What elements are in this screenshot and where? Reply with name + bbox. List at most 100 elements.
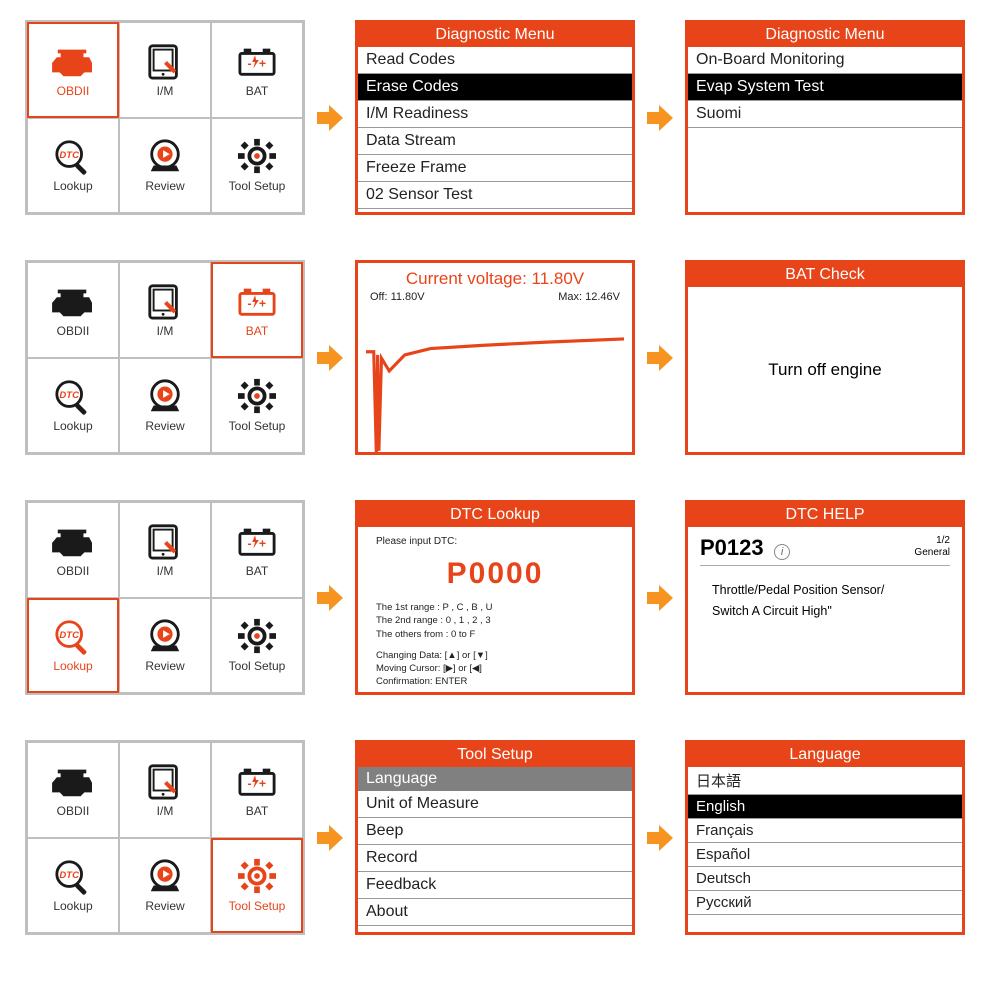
menu-cell-toolsetup[interactable]: Tool Setup — [211, 358, 303, 454]
menu-cell-obdii[interactable]: OBDII — [27, 22, 119, 118]
menu-cell-label: Lookup — [53, 419, 92, 433]
dtc-hint-2: Moving Cursor: [▶] or [◀] — [376, 662, 614, 675]
menu-cell-label: Review — [145, 179, 184, 193]
menu-cell-label: Lookup — [53, 179, 92, 193]
arrow-icon — [317, 825, 343, 851]
dtc-hint-3: Confirmation: ENTER — [376, 675, 614, 688]
menu-cell-lookup[interactable]: Lookup — [27, 838, 119, 934]
language-item[interactable]: English — [688, 795, 962, 819]
screen-title: Language — [688, 743, 962, 767]
menu-item[interactable]: Unit of Measure — [358, 791, 632, 818]
screen-title: DTC HELP — [688, 503, 962, 527]
arrow-icon — [647, 825, 673, 851]
menu-cell-bat[interactable]: BAT — [211, 262, 303, 358]
voltage-chart: Min: 7.26V — [366, 307, 624, 455]
menu-cell-bat[interactable]: BAT — [211, 22, 303, 118]
language-item[interactable]: Deutsch — [688, 867, 962, 891]
menu-cell-obdii[interactable]: OBDII — [27, 742, 119, 838]
menu-cell-review[interactable]: Review — [119, 118, 211, 214]
dtc-help-desc-1: Throttle/Pedal Position Sensor/ — [712, 580, 950, 601]
tool-setup-selected[interactable]: Language — [358, 767, 632, 791]
menu-cell-label: OBDII — [57, 564, 90, 578]
dtc-range-3: The others from : 0 to F — [376, 628, 614, 641]
menu-cell-im[interactable]: I/M — [119, 502, 211, 598]
dtc-hint-1: Changing Data: [▲] or [▼] — [376, 649, 614, 662]
menu-item[interactable]: Suomi — [688, 101, 962, 128]
flow-row-3: OBDII I/M BAT Lookup Review Tool Setup DTC Lo… — [25, 500, 975, 695]
dtc-help-desc-2: Switch A Circuit High" — [712, 601, 950, 622]
main-menu-grid: OBDII I/M BAT Lookup Review Tool Setup — [25, 740, 305, 935]
language-item[interactable]: Русский — [688, 891, 962, 915]
menu-cell-obdii[interactable]: OBDII — [27, 502, 119, 598]
menu-item[interactable]: Evap System Test — [688, 74, 962, 101]
info-icon[interactable]: i — [774, 544, 790, 560]
menu-cell-label: Tool Setup — [229, 179, 286, 193]
menu-cell-review[interactable]: Review — [119, 838, 211, 934]
main-menu-grid: OBDII I/M BAT Lookup Review Tool Setup — [25, 500, 305, 695]
menu-cell-label: OBDII — [57, 804, 90, 818]
menu-cell-lookup[interactable]: Lookup — [27, 118, 119, 214]
menu-item[interactable]: Read Codes — [358, 47, 632, 74]
dtc-code-input[interactable]: P0000 — [376, 553, 614, 595]
menu-cell-bat[interactable]: BAT — [211, 742, 303, 838]
menu-item[interactable]: Feedback — [358, 872, 632, 899]
menu-item[interactable]: On-Board Monitoring — [688, 47, 962, 74]
dtc-range-1: The 1st range : P , C , B , U — [376, 601, 614, 614]
menu-cell-toolsetup[interactable]: Tool Setup — [211, 118, 303, 214]
voltage-min-label: Min: 7.26V — [384, 451, 437, 455]
menu-item[interactable]: About — [358, 899, 632, 926]
screen-title: Diagnostic Menu — [688, 23, 962, 47]
menu-cell-review[interactable]: Review — [119, 358, 211, 454]
menu-cell-toolsetup[interactable]: Tool Setup — [211, 838, 303, 934]
tool-setup-screen: Tool Setup Language Unit of MeasureBeepR… — [355, 740, 635, 935]
menu-cell-toolsetup[interactable]: Tool Setup — [211, 598, 303, 694]
menu-cell-label: Review — [145, 899, 184, 913]
main-menu-grid: OBDII I/M BAT Lookup Review Tool Setup — [25, 260, 305, 455]
menu-cell-label: I/M — [157, 84, 174, 98]
arrow-icon — [647, 345, 673, 371]
menu-item[interactable]: I/M Readiness — [358, 101, 632, 128]
menu-cell-label: I/M — [157, 804, 174, 818]
language-item[interactable]: 日本語 — [688, 767, 962, 795]
menu-cell-label: Tool Setup — [229, 899, 286, 913]
menu-item[interactable]: Freeze Frame — [358, 155, 632, 182]
menu-cell-im[interactable]: I/M — [119, 262, 211, 358]
menu-cell-im[interactable]: I/M — [119, 742, 211, 838]
arrow-icon — [317, 585, 343, 611]
dtc-help-screen: DTC HELP P0123 i 1/2 General Throttle/Pe… — [685, 500, 965, 695]
menu-cell-im[interactable]: I/M — [119, 22, 211, 118]
diagnostic-menu-screen-1: Diagnostic Menu Read CodesErase CodesI/M… — [355, 20, 635, 215]
menu-item[interactable]: Data Stream — [358, 128, 632, 155]
dtc-help-category: General — [914, 547, 950, 559]
menu-cell-lookup[interactable]: Lookup — [27, 598, 119, 694]
dtc-range-2: The 2nd range : 0 , 1 , 2 , 3 — [376, 614, 614, 627]
menu-cell-obdii[interactable]: OBDII — [27, 262, 119, 358]
menu-cell-review[interactable]: Review — [119, 598, 211, 694]
language-item[interactable]: Español — [688, 843, 962, 867]
menu-cell-label: I/M — [157, 564, 174, 578]
dtc-help-code: P0123 — [700, 535, 764, 560]
menu-item[interactable]: Record — [358, 845, 632, 872]
menu-item[interactable]: Erase Codes — [358, 74, 632, 101]
screen-title: BAT Check — [688, 263, 962, 287]
menu-cell-label: Review — [145, 659, 184, 673]
arrow-icon — [317, 105, 343, 131]
screen-title: Diagnostic Menu — [358, 23, 632, 47]
menu-list: Read CodesErase CodesI/M ReadinessData S… — [358, 47, 632, 212]
menu-cell-label: Tool Setup — [229, 419, 286, 433]
menu-cell-bat[interactable]: BAT — [211, 502, 303, 598]
language-item[interactable]: Français — [688, 819, 962, 843]
flow-row-1: OBDII I/M BAT Lookup Review Tool Setup Diagno… — [25, 20, 975, 215]
menu-item[interactable]: Beep — [358, 818, 632, 845]
dtc-prompt: Please input DTC: — [376, 535, 614, 549]
menu-cell-label: I/M — [157, 324, 174, 338]
screen-title: DTC Lookup — [358, 503, 632, 527]
menu-item[interactable]: 02 Sensor Test — [358, 182, 632, 209]
menu-cell-label: Lookup — [53, 899, 92, 913]
menu-list: On-Board MonitoringEvap System TestSuomi — [688, 47, 962, 212]
menu-cell-lookup[interactable]: Lookup — [27, 358, 119, 454]
diagnostic-menu-screen-2: Diagnostic Menu On-Board MonitoringEvap … — [685, 20, 965, 215]
main-menu-grid: OBDII I/M BAT Lookup Review Tool Setup — [25, 20, 305, 215]
menu-cell-label: OBDII — [57, 324, 90, 338]
arrow-icon — [647, 105, 673, 131]
